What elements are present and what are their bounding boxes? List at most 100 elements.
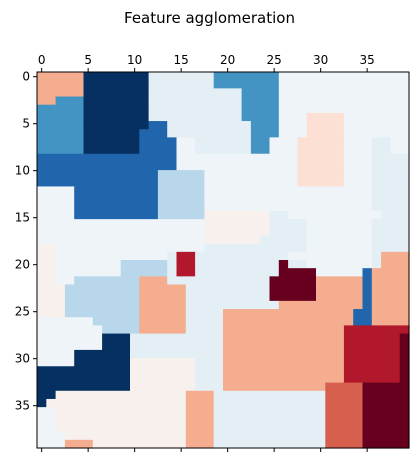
heatmap-cell	[371, 309, 410, 318]
heatmap-cell	[167, 268, 178, 277]
heatmap-cell	[325, 423, 364, 433]
heatmap-cell	[157, 194, 205, 204]
heatmap-cell	[288, 260, 308, 269]
heatmap-cell	[74, 202, 159, 212]
heatmap-cell	[371, 243, 410, 253]
heatmap-cell	[343, 121, 410, 130]
heatmap-cell	[64, 431, 187, 441]
heatmap-cell	[353, 309, 373, 318]
heatmap-cell	[195, 382, 224, 392]
heatmap-cell	[213, 415, 326, 425]
heatmap-cell	[195, 145, 252, 155]
heatmap-cell	[371, 284, 410, 294]
heatmap-cell	[37, 161, 178, 171]
heatmap-cell	[204, 235, 261, 245]
heatmap-cell	[148, 96, 243, 106]
heatmap-cell	[343, 366, 401, 376]
heatmap-cell	[195, 137, 252, 147]
heatmap-cell	[176, 153, 298, 163]
heatmap-cell	[278, 112, 308, 122]
heatmap-cell	[278, 121, 308, 130]
heatmap-cell	[250, 121, 280, 130]
heatmap-cell	[343, 137, 373, 147]
heatmap-cell	[139, 325, 187, 335]
heatmap-cell	[74, 358, 131, 367]
heatmap-cell	[37, 186, 75, 196]
heatmap-cell	[37, 72, 85, 81]
heatmap-cell	[139, 137, 178, 147]
heatmap-cell	[278, 129, 308, 138]
heatmap-cell	[37, 398, 47, 408]
heatmap-cell	[74, 349, 131, 359]
heatmap-cell	[297, 145, 345, 155]
heatmap-cell	[362, 292, 373, 302]
heatmap-cell	[223, 382, 326, 392]
heatmap-cell	[371, 317, 410, 326]
heatmap-cell	[130, 358, 196, 367]
heatmap-cell	[37, 194, 75, 204]
heatmap-cell	[362, 300, 373, 310]
heatmap-cell	[37, 358, 75, 367]
heatmap-cell	[325, 439, 364, 449]
heatmap-cell	[37, 112, 85, 122]
heatmap-cell	[325, 431, 364, 441]
heatmap-cell	[83, 145, 140, 155]
heatmap-cell	[37, 145, 85, 155]
heatmap-cell	[204, 186, 373, 196]
heatmap-cell	[83, 72, 150, 81]
heatmap-cell	[269, 276, 317, 286]
heatmap-cell	[148, 80, 215, 89]
heatmap-cell	[55, 268, 122, 277]
heatmap-cell	[371, 145, 391, 155]
heatmap-cell	[37, 325, 103, 335]
heatmap-cell	[64, 292, 140, 302]
heatmap-cell	[148, 112, 243, 122]
heatmap-cell	[130, 366, 196, 376]
heatmap-cell	[185, 309, 224, 318]
heatmap-cell	[306, 227, 373, 237]
heatmap-cell	[371, 161, 410, 171]
heatmap-cell	[37, 202, 75, 212]
heatmap-cell	[362, 398, 410, 408]
heatmap-cell	[176, 260, 196, 269]
heatmap-cell	[223, 366, 345, 376]
heatmap-cell	[55, 276, 75, 286]
heatmap-cell	[213, 423, 326, 433]
heatmap-cell	[371, 235, 410, 245]
heatmap-cell	[195, 366, 224, 376]
heatmap-cell	[278, 80, 410, 89]
heatmap-cell	[37, 137, 85, 147]
heatmap-cell	[371, 219, 410, 228]
heatmap-cell	[37, 88, 85, 98]
heatmap-cell	[343, 112, 410, 122]
heatmap-cell	[362, 439, 410, 449]
heatmap-cell	[55, 260, 122, 269]
heatmap-cell	[83, 96, 150, 106]
heatmap-cell	[176, 268, 196, 277]
heatmap-cell	[362, 390, 410, 400]
heatmap-cell	[37, 219, 205, 228]
heatmap-cell	[130, 374, 196, 384]
y-tick-label: 0	[22, 70, 30, 84]
heatmap-cell	[195, 358, 224, 367]
plot-frame	[36, 71, 410, 449]
heatmap-cell	[37, 382, 131, 392]
heatmap-cell	[46, 398, 187, 408]
heatmap-cell	[343, 178, 373, 188]
heatmap-cell	[213, 80, 280, 89]
heatmap-cell	[148, 104, 243, 114]
heatmap-cell	[185, 439, 215, 449]
heatmap-cell	[102, 333, 131, 343]
heatmap-cells	[37, 72, 410, 449]
heatmap-cell	[37, 415, 57, 425]
heatmap-cell	[83, 104, 150, 114]
x-tick-label: 5	[84, 53, 92, 67]
heatmap-cell	[269, 219, 308, 228]
heatmap-cell	[250, 145, 271, 155]
heatmap-cell	[167, 121, 252, 130]
heatmap-cell	[362, 407, 410, 416]
heatmap-cell	[185, 317, 224, 326]
heatmap-cell	[343, 349, 401, 359]
heatmap-cell	[204, 227, 271, 237]
heatmap-cell	[269, 292, 317, 302]
